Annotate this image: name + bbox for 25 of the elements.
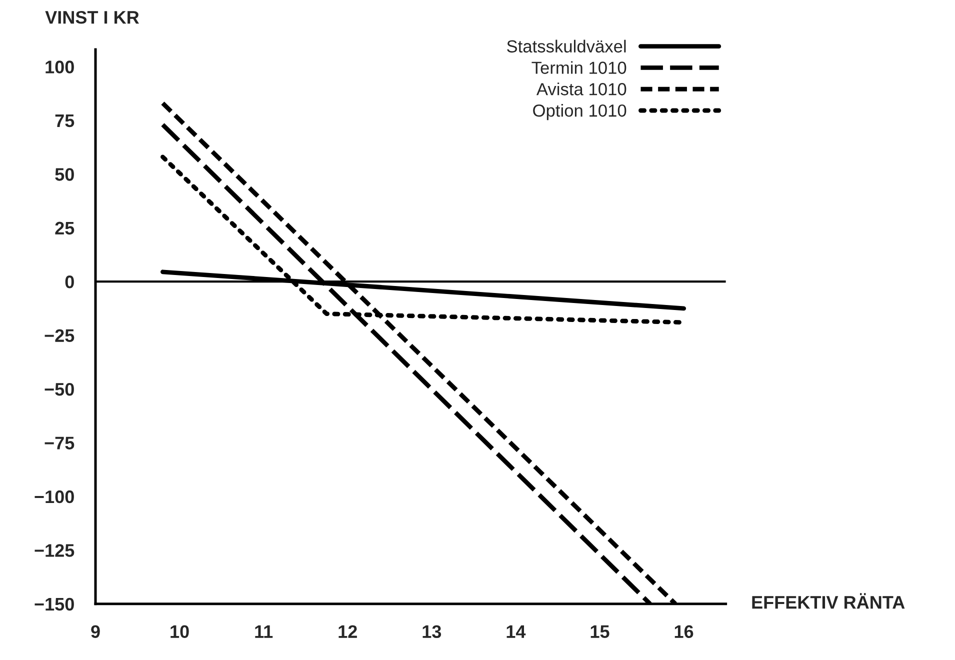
x-tick-label: 16 bbox=[674, 625, 694, 638]
y-tick-label: −125 bbox=[34, 544, 74, 557]
y-axis-title: VINST I KR bbox=[45, 10, 140, 24]
y-tick-label: −75 bbox=[44, 436, 74, 450]
y-tick-label: 0 bbox=[65, 276, 74, 288]
x-tick-label: 11 bbox=[255, 625, 273, 638]
y-tick-label: 50 bbox=[55, 168, 74, 181]
y-tick-label: −100 bbox=[34, 490, 74, 504]
x-tick-label: 12 bbox=[338, 625, 357, 638]
y-tick-label: −25 bbox=[44, 329, 74, 342]
legend-label: Termin 1010 bbox=[532, 61, 626, 74]
x-tick-label: 10 bbox=[170, 625, 189, 638]
x-tick-label: 14 bbox=[506, 625, 526, 638]
legend-label: Option 1010 bbox=[533, 104, 626, 120]
y-tick-label: 75 bbox=[55, 114, 74, 128]
x-tick-label: 9 bbox=[91, 625, 100, 638]
x-tick-label: 13 bbox=[422, 625, 442, 638]
y-tick-label: −150 bbox=[34, 598, 74, 611]
y-tick-label: 100 bbox=[46, 60, 74, 74]
x-tick-label: 15 bbox=[590, 625, 610, 638]
y-tick-label: 25 bbox=[55, 222, 74, 235]
y-tick-label: −50 bbox=[44, 382, 74, 396]
legend-label: Avista 1010 bbox=[536, 82, 626, 96]
x-axis-title: EFFEKTIV RÄNTA bbox=[752, 593, 905, 609]
legend-label: Statsskuldväxel bbox=[507, 40, 626, 53]
